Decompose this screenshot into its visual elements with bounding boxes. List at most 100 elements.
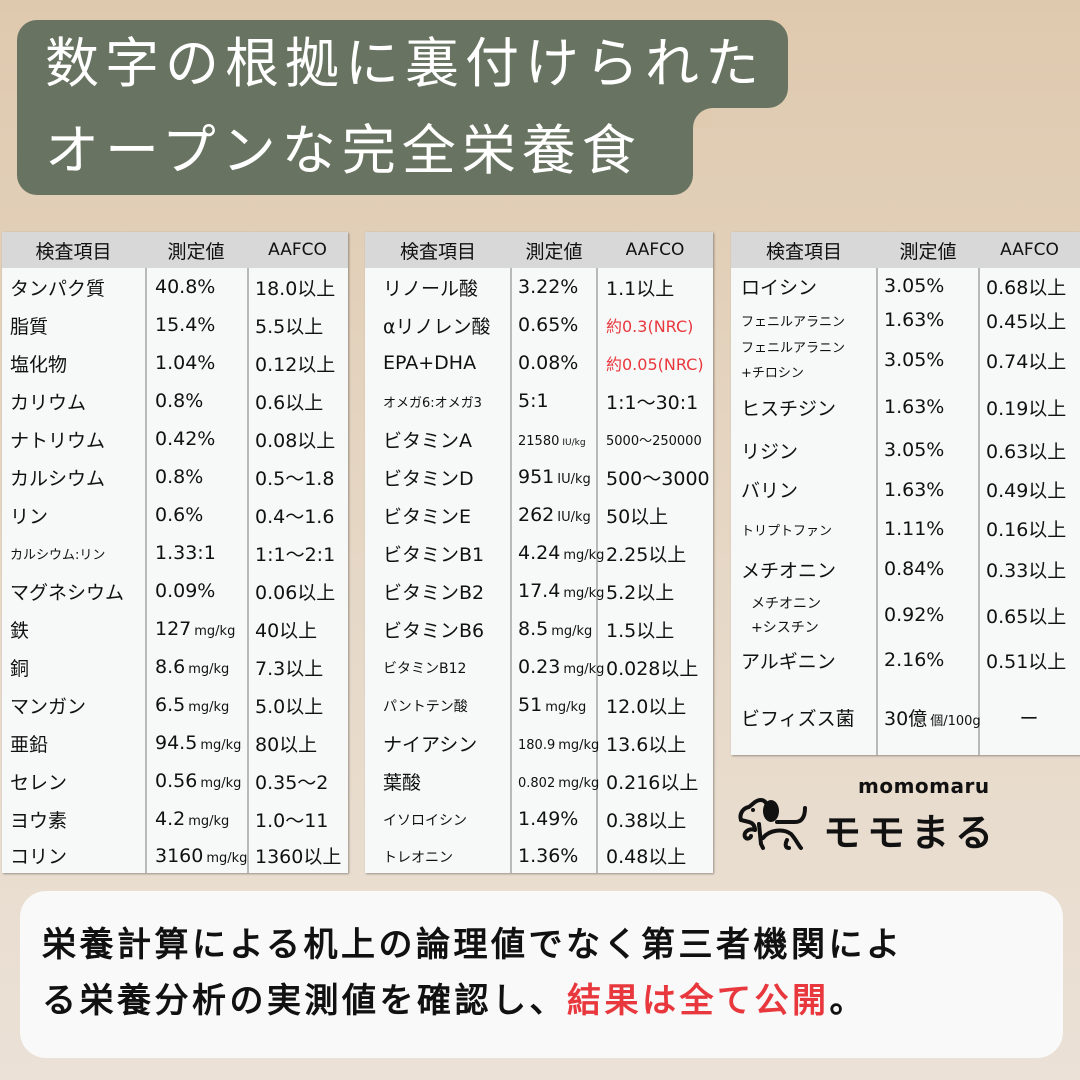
table-row: 銅 8.6 mg/kg 7.3以上 [2,648,348,686]
cell-measured: 21580 IU/kg [510,428,596,450]
item-name: マグネシウム [10,581,125,604]
aafco-value: 0.028以上 [606,657,699,680]
item-name: リン [10,505,49,528]
cell-measured: 1.04% [145,352,247,374]
table-row: リジン 3.05% 0.63以上 [731,430,1080,470]
cell-aafco: 1.1以上 [596,274,713,301]
item-name: EPA+DHA [383,352,477,374]
measured-unit: mg/kg [563,548,605,563]
cell-measured: 5:1 [510,390,596,412]
measured-unit: mg/kg [558,738,600,753]
measured-value: 4.2 [155,808,186,830]
aafco-value: 0.12以上 [255,353,336,376]
aafco-value: 約0.05(NRC) [606,355,704,374]
measured-unit: mg/kg [188,814,230,829]
measured-value: 2.16% [884,649,945,671]
measured-unit: 個/100g [930,714,981,729]
cell-item: ナトリウム [2,426,145,453]
item-name: リノール酸 [383,277,479,300]
item-name: フェニルアラニン [741,315,846,330]
table-row: ビフィズス菌 30億 個/100g ー [731,680,1080,755]
cell-aafco: 500〜3000 [596,464,713,491]
cell-item: メチオニン +シスチン [731,591,876,639]
table-row: パントテン酸 51 mg/kg 12.0以上 [365,686,713,724]
item-name: マンガン [10,695,87,718]
cell-measured: 951 IU/kg [510,466,596,488]
item-name: 塩化物 [10,353,68,376]
cell-item: リノール酸 [365,274,510,301]
cell-measured: 30億 個/100g [876,704,981,731]
cell-aafco: 0.216以上 [596,768,713,795]
cell-aafco: 0.48以上 [596,842,713,869]
cell-measured: 94.5 mg/kg [145,732,247,754]
table-row: マンガン 6.5 mg/kg 5.0以上 [2,686,348,724]
cell-aafco: 0.4〜1.6 [247,502,348,529]
cell-measured: 2.16% [876,649,978,671]
measured-value: 40.8% [155,276,216,298]
cell-item: フェニルアラニン [731,309,876,331]
nutrient-table-minerals: 検査項目 測定値 AAFCO タンパク質 40.8% 18.0以上 脂質 15.4% 5.… [2,232,348,873]
item-name: ビタミンB6 [383,619,485,642]
table-row: フェニルアラニン +チロシン 3.05% 0.74以上 [731,336,1080,384]
aafco-value: 5.5以上 [255,315,324,338]
aafco-value: ー [1019,708,1039,730]
cell-aafco: 0.51以上 [978,647,1080,674]
measured-unit: mg/kg [558,776,600,791]
item-name: セレン [10,771,68,794]
nutrient-table-vitamins: 検査項目 測定値 AAFCO リノール酸 3.22% 1.1以上 αリノレン酸 0.65… [365,232,713,873]
item-name: フェニルアラニン [741,341,846,356]
cell-aafco: 18.0以上 [247,274,348,301]
measured-value: 3.05% [884,349,945,371]
cell-measured: 0.8% [145,466,247,488]
item-name: 銅 [10,657,30,680]
header-aafco: AAFCO [1000,240,1059,260]
aafco-value: 0.19以上 [986,397,1067,420]
aafco-value: 0.6以上 [255,391,324,414]
cell-aafco: 0.74以上 [978,347,1080,374]
cell-item: マグネシウム [2,578,145,605]
measured-value: 0.42% [155,428,216,450]
aafco-value: 7.3以上 [255,657,324,680]
aafco-value: 5.0以上 [255,695,324,718]
measured-value: 0.802 [518,776,556,791]
measured-value: 94.5 [155,732,198,754]
summary-line-1: 栄養計算による机上の論理値でなく第三者機関によ [42,925,904,965]
table-row: トリプトファン 1.11% 0.16以上 [731,509,1080,548]
table-row: 亜鉛 94.5 mg/kg 80以上 [2,724,348,762]
cell-item: 亜鉛 [2,730,145,757]
table-row: ビタミンB1 4.24 mg/kg 2.25以上 [365,534,713,572]
cell-measured: 15.4% [145,314,247,336]
cell-measured: 6.5 mg/kg [145,694,247,716]
cell-measured: 180.9 mg/kg [510,732,600,754]
cell-item: セレン [2,768,145,795]
measured-value: 1.33:1 [155,542,216,564]
cell-aafco: 1:1〜2:1 [247,540,348,567]
header-aafco: AAFCO [625,240,685,260]
cell-measured: 4.24 mg/kg [510,542,604,564]
item-name: メチオニン [741,559,837,582]
cell-item: EPA+DHA [365,352,510,374]
brand-name-jp: モモまる [823,811,1000,855]
table-row: カルシウム:リン 1.33:1 1:1〜2:1 [2,534,348,572]
table-row: リン 0.6% 0.4〜1.6 [2,496,348,534]
item-name: バリン [741,480,799,502]
item-name: 葉酸 [383,771,422,794]
summary-message-box: 栄養計算による机上の論理値でなく第三者機関によ る栄養分析の実測値を確認し、結果… [20,891,1063,1058]
measured-value: 127 [155,618,192,640]
table-row: ビタミンA 21580 IU/kg 5000〜250000 [365,420,713,458]
item-name: リジン [741,440,799,463]
header-item: 検査項目 [765,240,842,263]
cell-measured: 3160 mg/kg [145,845,247,867]
table-row: 脂質 15.4% 5.5以上 [2,306,348,344]
summary-suffix: 。 [829,981,867,1021]
cell-item: ビタミンB6 [365,616,510,643]
measured-unit: IU/kg [562,438,586,448]
table-row: フェニルアラニン 1.63% 0.45以上 [731,304,1080,336]
measured-value: 0.6% [155,504,204,526]
cell-measured: 0.92% [876,604,978,626]
measured-value: 180.9 [518,738,556,753]
cell-item: タンパク質 [2,274,145,301]
cell-aafco: 0.33以上 [978,556,1080,583]
cell-item: ビタミンD [365,464,510,491]
item-name: ビフィズス菌 [741,708,855,730]
